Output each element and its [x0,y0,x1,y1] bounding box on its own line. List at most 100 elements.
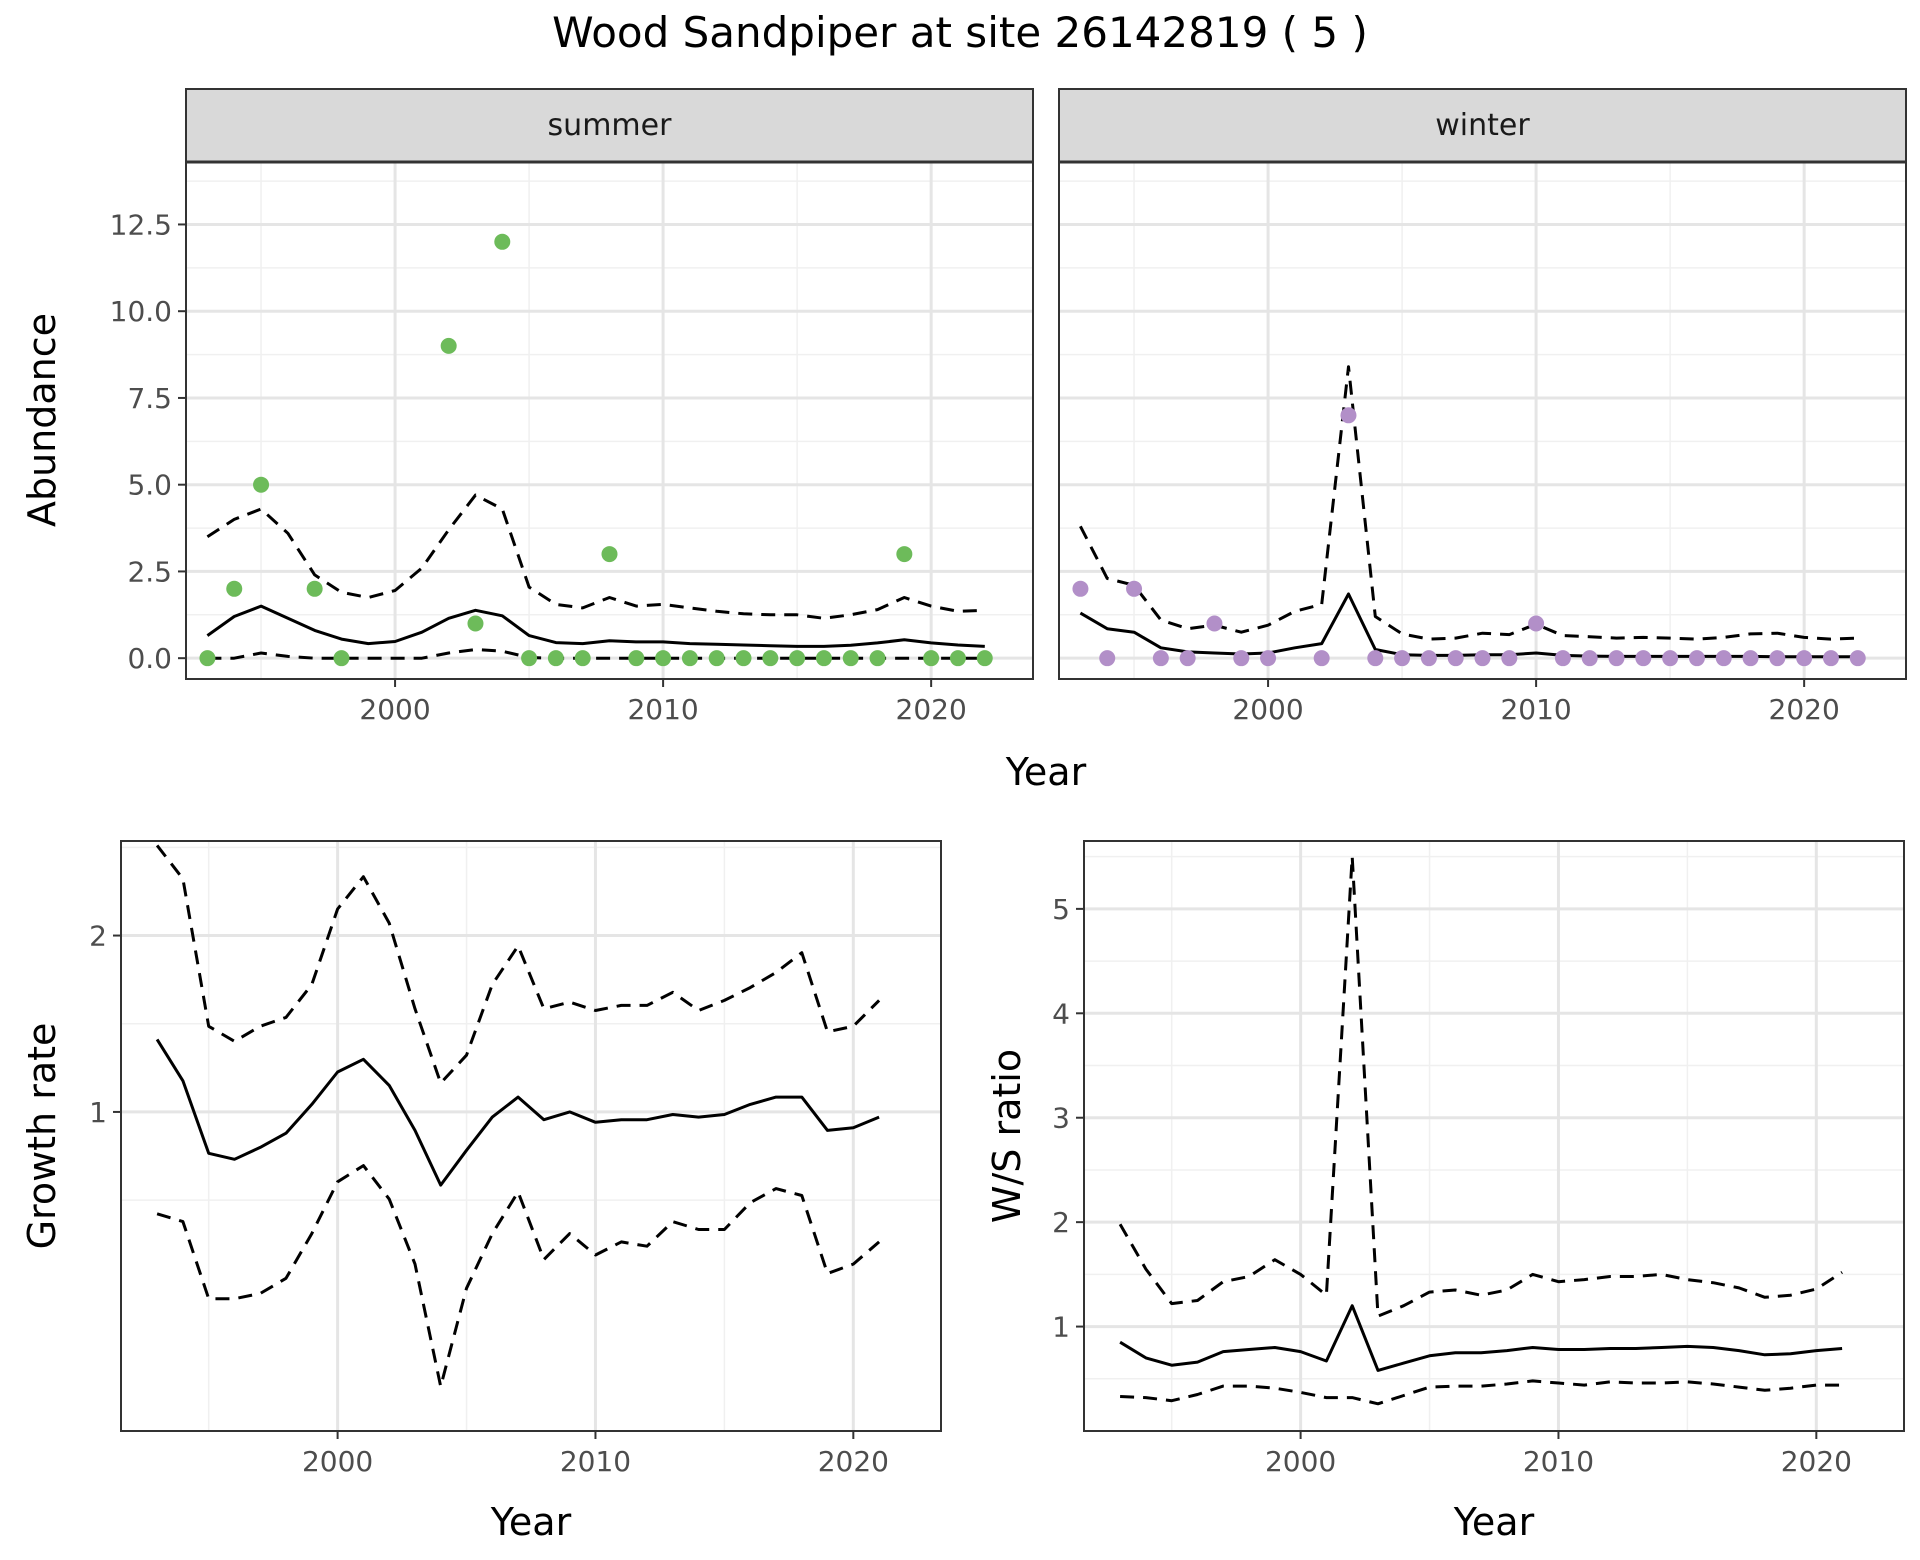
series [199,233,993,667]
x-tick-label: 2010 [627,693,698,726]
y-tick-label: 2 [89,920,107,953]
x-tick-label: 2020 [818,1445,889,1478]
observed-point [815,650,832,667]
panel-abundance-winter: winter 2000 2010 2020 [1058,88,1907,726]
series-mean-line [1079,592,1858,659]
observed-point [467,615,484,632]
series-lower-line [156,1164,881,1388]
observed-point [655,650,672,667]
observed-point [1340,407,1357,424]
x-tick-label: 2000 [359,693,430,726]
observed-point [1796,650,1813,667]
observed-point [1688,650,1705,667]
y-tick-label: 1 [89,1096,107,1129]
observed-point [735,650,752,667]
y-tick-label: 2.5 [127,555,172,588]
y-tick-label: 10.0 [110,295,172,328]
observed-point [1447,650,1464,667]
observed-point [1849,650,1866,667]
observed-point [789,650,806,667]
observed-point [896,546,913,563]
y-tick-label: 12.5 [110,208,172,241]
series [155,844,881,1388]
observed-point [1152,650,1169,667]
figure-title: Wood Sandpiper at site 26142819 ( 5 ) [552,8,1368,57]
y-tick-label: 0.0 [127,642,172,675]
series-upper-line [155,844,881,1085]
y-tick-label: 7.5 [127,382,172,415]
y-tick-label: 2 [1052,1206,1070,1239]
observed-point [869,650,886,667]
grid [121,841,941,1431]
observed-point [1528,615,1545,632]
facet-strip [185,88,1034,163]
y-tick-label: 5 [1052,893,1070,926]
facet-label: winter [1435,108,1530,143]
observed-point [1394,650,1411,667]
observed-point [333,650,350,667]
observed-point [949,650,966,667]
observed-point [1313,650,1330,667]
observed-point [253,476,270,493]
observed-point [1742,650,1759,667]
x-axis-title: Year [490,1500,572,1544]
series-upper-line [206,493,985,620]
observed-point [1501,650,1518,667]
observed-point [1581,650,1598,667]
x-tick-label: 2020 [1769,693,1840,726]
y-tick-label: 5.0 [127,469,172,502]
observed-point [976,650,993,667]
observed-point [1072,580,1089,597]
y-axis-title: Abundance [20,313,64,527]
facet-label: summer [548,108,673,143]
panel-border [1083,840,1905,1432]
panel-growth-rate: 2000 2010 2020 1 2 [89,840,942,1478]
series-upper-line [1118,855,1843,1318]
x-tick-label: 2010 [1523,1445,1594,1478]
observed-point [1474,650,1491,667]
facet-strip [1058,88,1907,163]
observed-point [628,650,645,667]
observed-point [1126,580,1143,597]
grid [1059,162,1906,679]
y-axis-title: Growth rate [20,1023,64,1250]
observed-point [1260,650,1277,667]
observed-point [1715,650,1732,667]
observed-point [1367,650,1384,667]
observed-point [708,650,725,667]
grid [1084,841,1904,1431]
y-axis-title: W/S ratio [985,1049,1029,1223]
y-tick-label: 3 [1052,1102,1070,1135]
panel-abundance-summer: summer 2000 2010 2020 0.0 2.5 5.0 7.5 10.0 12.5 [110,88,1034,726]
observed-point [1179,650,1196,667]
series [1072,365,1866,667]
x-tick-label: 2000 [1232,693,1303,726]
observed-point [494,233,511,250]
observed-point [440,337,457,354]
panel-ws-ratio: 2000 2010 2020 1 2 3 4 5 [1052,840,1905,1478]
panel-border [120,840,942,1432]
grid [186,162,1033,679]
panel-border [1058,161,1907,680]
observed-point [521,650,538,667]
x-tick-label: 2020 [1781,1445,1852,1478]
observed-point [923,650,940,667]
y-tick-label: 4 [1052,997,1070,1030]
observed-point [1769,650,1786,667]
y-tick-label: 1 [1052,1311,1070,1344]
observed-point [762,650,779,667]
series-mean-line [155,1038,880,1187]
x-axis-title: Year [1005,750,1087,794]
observed-point [306,580,323,597]
observed-point [1099,650,1116,667]
observed-point [1822,650,1839,667]
observed-point [1206,615,1223,632]
observed-point [1420,650,1437,667]
series-lower-line [1120,1379,1843,1406]
observed-point [547,650,564,667]
x-tick-label: 2000 [1265,1445,1336,1478]
series-mean-line [206,604,985,648]
observed-point [681,650,698,667]
series [1118,855,1843,1406]
